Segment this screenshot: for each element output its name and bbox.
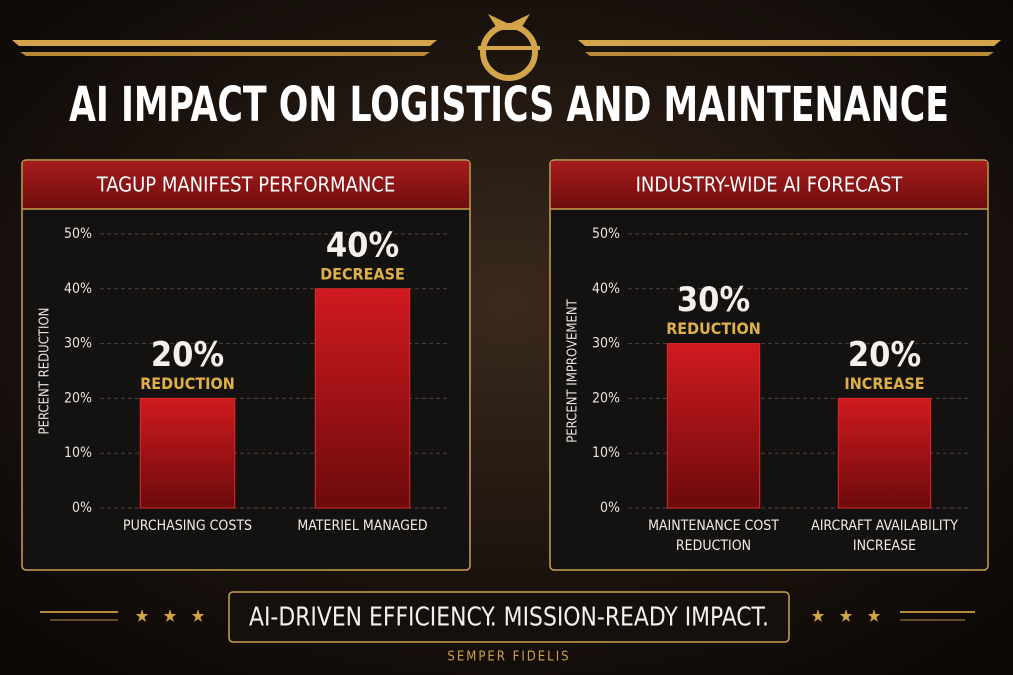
svg-text:★: ★ xyxy=(135,606,150,627)
y-tick-label: 50% xyxy=(592,226,620,242)
chart-panel: INDUSTRY-WIDE AI FORECAST PERCENT IMPROVE… xyxy=(549,159,989,571)
svg-text:★: ★ xyxy=(839,606,854,627)
value-annotation: INCREASE xyxy=(844,374,924,393)
main-title: AI IMPACT ON LOGISTICS AND MAINTENANCE xyxy=(69,77,949,133)
value-label: 30% xyxy=(677,280,750,320)
y-tick-label: 40% xyxy=(592,281,620,297)
svg-text:★: ★ xyxy=(811,606,826,627)
panel-header xyxy=(551,161,987,209)
x-tick-label: MAINTENANCE COST REDUCTION xyxy=(648,518,779,554)
bar xyxy=(666,343,761,509)
panel-header xyxy=(23,161,469,209)
value-annotation: REDUCTION xyxy=(140,374,235,393)
y-tick-label: 10% xyxy=(592,445,620,461)
footer-decoration: ★ ★ ★ ★ ★ ★ xyxy=(40,591,975,643)
y-tick-label: 0% xyxy=(600,500,620,516)
charts: TAGUP MANIFEST PERFORMANCE PERCENT REDUCT… xyxy=(21,159,989,571)
y-tick-label: 30% xyxy=(64,336,92,352)
value-label: 40% xyxy=(326,225,399,265)
y-tick-label: 20% xyxy=(592,390,620,406)
bar xyxy=(314,288,411,509)
x-tick-label-box: MAINTENANCE COST REDUCTION xyxy=(648,518,779,554)
svg-text:★: ★ xyxy=(867,606,882,627)
y-tick-label: 10% xyxy=(64,445,92,461)
x-tick-label-box: AIRCRAFT AVAILABILITY INCREASE xyxy=(811,518,958,554)
footer-text: SEMPER FIDELIS xyxy=(447,650,570,665)
y-tick-label: 20% xyxy=(64,390,92,406)
x-tick-label: AIRCRAFT AVAILABILITY INCREASE xyxy=(811,518,958,554)
panel-title: TAGUP MANIFEST PERFORMANCE xyxy=(96,173,395,197)
y-tick-label: 40% xyxy=(64,281,92,297)
value-label: 20% xyxy=(848,335,921,375)
y-tick-label: 30% xyxy=(592,336,620,352)
y-axis-label: PERCENT REDUCTION xyxy=(38,308,53,435)
value-label: 20% xyxy=(151,335,224,375)
x-tick-label-box: MATERIEL MANAGED xyxy=(297,518,428,534)
x-tick-label: PURCHASING COSTS xyxy=(122,518,253,534)
bar xyxy=(837,397,932,509)
bar xyxy=(139,397,236,509)
tagline: AI-DRIVEN EFFICIENCY. MISSION-READY IMPA… xyxy=(249,603,769,633)
x-tick-label: MATERIEL MANAGED xyxy=(297,518,428,534)
value-annotation: REDUCTION xyxy=(666,319,761,338)
top-decoration xyxy=(12,14,1001,81)
y-tick-label: 50% xyxy=(64,226,92,242)
svg-text:★: ★ xyxy=(191,606,206,627)
panel-title: INDUSTRY-WIDE AI FORECAST xyxy=(636,173,904,197)
value-annotation: DECREASE xyxy=(320,264,405,283)
y-tick-label: 0% xyxy=(72,500,92,516)
y-axis-label: PERCENT IMPROVEMENT xyxy=(566,298,581,442)
chart-panel: TAGUP MANIFEST PERFORMANCE PERCENT REDUCT… xyxy=(21,159,471,571)
x-tick-label-box: PURCHASING COSTS xyxy=(122,518,253,534)
svg-text:★: ★ xyxy=(163,606,178,627)
